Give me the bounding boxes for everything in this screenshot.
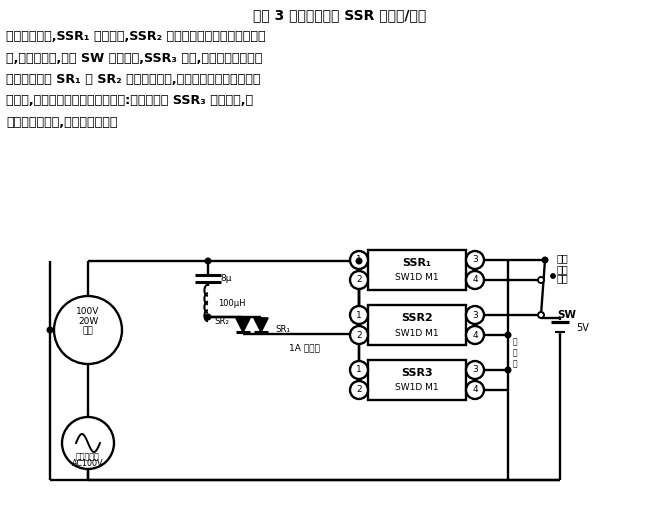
Circle shape	[205, 258, 211, 264]
Text: 2: 2	[356, 331, 362, 339]
Circle shape	[350, 271, 368, 289]
Bar	[368, 250, 466, 290]
Text: 电机: 电机	[83, 327, 93, 335]
Text: 1A 二极管: 1A 二极管	[289, 343, 320, 353]
Circle shape	[62, 417, 114, 469]
Text: 流有经二极管 SR₁ 或 SR₂ 整流后的电流,此直流电流使电机产生制: 流有经二极管 SR₁ 或 SR₂ 整流后的电流,此直流电流使电机产生制	[6, 73, 261, 86]
Text: 2: 2	[356, 386, 362, 395]
Text: 正转: 正转	[557, 264, 569, 274]
Text: 4: 4	[472, 331, 478, 339]
Text: 100V: 100V	[76, 307, 100, 316]
Text: 1: 1	[356, 365, 362, 374]
Text: 停止: 停止	[557, 273, 569, 283]
Circle shape	[538, 277, 544, 283]
Circle shape	[538, 312, 544, 318]
Text: 1: 1	[356, 310, 362, 320]
Text: SW: SW	[557, 310, 576, 320]
Circle shape	[505, 332, 511, 338]
Text: 8μ: 8μ	[220, 274, 232, 283]
Text: 4: 4	[472, 386, 478, 395]
Text: 反转: 反转	[557, 253, 569, 263]
Text: 20W: 20W	[78, 316, 98, 326]
Text: 4: 4	[472, 275, 478, 284]
Circle shape	[350, 381, 368, 399]
Text: 3: 3	[472, 256, 478, 265]
Text: 动转矩,电机迅速停转。只是要注意:电机停转后 SSR₃ 若不关断,电: 动转矩,电机迅速停转。只是要注意:电机停转后 SSR₃ 若不关断,电	[6, 94, 253, 108]
Text: 5V: 5V	[576, 323, 589, 333]
Text: SSR2: SSR2	[401, 313, 433, 323]
Bar	[368, 305, 466, 345]
Text: 1: 1	[356, 256, 362, 265]
Text: 和急停的控制,SSR₁ 导通正转,SSR₂ 导通反转。在正转或反转过程: 和急停的控制,SSR₁ 导通正转,SSR₂ 导通反转。在正转或反转过程	[6, 30, 265, 43]
Circle shape	[54, 296, 122, 364]
Circle shape	[551, 274, 555, 278]
Polygon shape	[254, 318, 268, 332]
Text: SW1D M1: SW1D M1	[395, 273, 439, 282]
Circle shape	[466, 271, 484, 289]
Circle shape	[350, 326, 368, 344]
Text: 继
电
器: 继 电 器	[513, 337, 518, 368]
Circle shape	[350, 251, 368, 269]
Circle shape	[350, 306, 368, 324]
Circle shape	[466, 251, 484, 269]
Circle shape	[350, 361, 368, 379]
Text: 3: 3	[472, 365, 478, 374]
Text: SSR₁: SSR₁	[402, 258, 432, 268]
Circle shape	[47, 327, 53, 333]
Text: 机中有直流电流,就要烧坏线圈。: 机中有直流电流,就要烧坏线圈。	[6, 116, 117, 129]
Polygon shape	[236, 318, 250, 332]
Text: 2: 2	[356, 275, 362, 284]
Circle shape	[466, 326, 484, 344]
Text: SSR3: SSR3	[401, 368, 433, 378]
Text: AC100V: AC100V	[72, 460, 104, 468]
Text: SR₂: SR₂	[214, 316, 229, 326]
Circle shape	[205, 314, 211, 320]
Text: SW1D M1: SW1D M1	[395, 384, 439, 393]
Bar	[368, 360, 466, 400]
Circle shape	[356, 258, 362, 264]
Text: 它用 3 个固态继电器 SSR 实现正/反转: 它用 3 个固态继电器 SSR 实现正/反转	[254, 8, 426, 22]
Circle shape	[466, 381, 484, 399]
Text: 100μH: 100μH	[218, 299, 246, 307]
Circle shape	[466, 361, 484, 379]
Circle shape	[542, 257, 547, 263]
Text: SW1D M1: SW1D M1	[395, 329, 439, 337]
Text: SR₁: SR₁	[275, 325, 290, 333]
Text: 中,需要急停时,切换 SW 到制动位,SSR₃ 导通,这时电机的主线圈: 中,需要急停时,切换 SW 到制动位,SSR₃ 导通,这时电机的主线圈	[6, 51, 262, 65]
Text: 主回路电源: 主回路电源	[76, 453, 100, 461]
Text: 3: 3	[472, 310, 478, 320]
Circle shape	[505, 367, 511, 373]
Circle shape	[466, 306, 484, 324]
